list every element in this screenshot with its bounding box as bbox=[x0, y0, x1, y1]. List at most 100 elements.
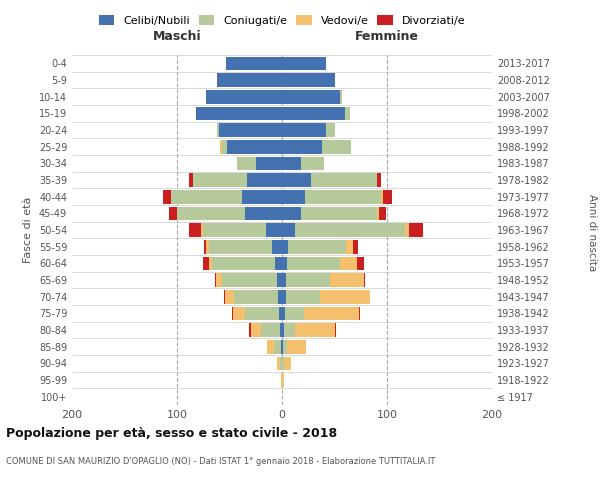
Bar bbox=[247, 173, 282, 187]
Bar bbox=[282, 106, 345, 120]
Bar bbox=[282, 373, 284, 387]
Bar bbox=[340, 90, 342, 104]
Text: Anni di nascita: Anni di nascita bbox=[587, 194, 597, 271]
Bar bbox=[169, 206, 177, 220]
Bar bbox=[359, 306, 360, 320]
Text: Popolazione per età, sesso e stato civile - 2018: Popolazione per età, sesso e stato civil… bbox=[6, 428, 337, 440]
Legend: Celibi/Nubili, Coniugati/e, Vedovi/e, Divorziati/e: Celibi/Nubili, Coniugati/e, Vedovi/e, Di… bbox=[99, 15, 465, 26]
Bar bbox=[222, 273, 277, 287]
Bar bbox=[256, 156, 282, 170]
Text: Femmine: Femmine bbox=[355, 30, 419, 43]
Bar bbox=[282, 256, 287, 270]
Bar bbox=[326, 123, 335, 137]
Bar bbox=[282, 73, 335, 87]
Bar bbox=[226, 290, 234, 304]
Bar bbox=[304, 306, 359, 320]
Bar bbox=[340, 256, 356, 270]
Bar bbox=[301, 206, 377, 220]
Bar bbox=[251, 323, 261, 337]
Bar bbox=[222, 140, 227, 153]
Bar bbox=[188, 223, 201, 237]
Bar bbox=[277, 273, 282, 287]
Bar bbox=[301, 156, 324, 170]
Bar bbox=[277, 356, 280, 370]
Bar bbox=[250, 323, 251, 337]
Bar bbox=[234, 290, 278, 304]
Bar bbox=[289, 240, 346, 254]
Bar bbox=[282, 173, 311, 187]
Bar bbox=[281, 373, 282, 387]
Bar bbox=[280, 323, 282, 337]
Y-axis label: Fasce di età: Fasce di età bbox=[23, 197, 33, 263]
Bar bbox=[281, 340, 282, 353]
Bar bbox=[212, 256, 275, 270]
Bar bbox=[282, 90, 340, 104]
Bar bbox=[193, 173, 247, 187]
Bar bbox=[282, 156, 301, 170]
Bar bbox=[279, 306, 282, 320]
Bar bbox=[237, 156, 256, 170]
Bar bbox=[209, 256, 212, 270]
Bar bbox=[282, 56, 326, 70]
Bar bbox=[295, 323, 335, 337]
Bar bbox=[282, 340, 283, 353]
Bar bbox=[206, 90, 282, 104]
Bar bbox=[286, 273, 330, 287]
Text: Maschi: Maschi bbox=[152, 30, 202, 43]
Bar bbox=[203, 256, 209, 270]
Bar bbox=[275, 256, 282, 270]
Bar bbox=[226, 56, 282, 70]
Bar bbox=[163, 190, 171, 203]
Bar bbox=[287, 256, 340, 270]
Bar bbox=[216, 273, 222, 287]
Bar bbox=[311, 173, 377, 187]
Bar bbox=[322, 140, 351, 153]
Bar bbox=[381, 190, 383, 203]
Bar bbox=[377, 173, 381, 187]
Bar bbox=[274, 340, 281, 353]
Bar bbox=[215, 273, 216, 287]
Bar bbox=[320, 290, 370, 304]
Bar bbox=[203, 223, 266, 237]
Bar bbox=[177, 206, 245, 220]
Bar bbox=[282, 306, 285, 320]
Bar bbox=[287, 340, 306, 353]
Bar bbox=[278, 290, 282, 304]
Bar bbox=[245, 206, 282, 220]
Bar bbox=[379, 206, 386, 220]
Bar bbox=[383, 190, 392, 203]
Bar bbox=[377, 206, 379, 220]
Bar bbox=[305, 190, 381, 203]
Bar bbox=[268, 340, 274, 353]
Bar bbox=[283, 340, 287, 353]
Bar bbox=[284, 356, 292, 370]
Bar bbox=[266, 223, 282, 237]
Bar bbox=[220, 140, 222, 153]
Bar bbox=[284, 323, 295, 337]
Bar bbox=[345, 106, 350, 120]
Bar bbox=[201, 223, 203, 237]
Bar bbox=[209, 240, 271, 254]
Bar bbox=[282, 206, 301, 220]
Bar bbox=[282, 356, 284, 370]
Bar bbox=[204, 240, 206, 254]
Bar bbox=[196, 106, 282, 120]
Bar bbox=[206, 240, 209, 254]
Bar bbox=[232, 306, 233, 320]
Bar bbox=[282, 223, 295, 237]
Bar bbox=[364, 273, 365, 287]
Bar bbox=[217, 73, 282, 87]
Bar bbox=[409, 223, 422, 237]
Bar bbox=[282, 290, 286, 304]
Bar bbox=[282, 190, 305, 203]
Bar bbox=[233, 306, 245, 320]
Bar bbox=[346, 240, 353, 254]
Bar bbox=[405, 223, 409, 237]
Bar bbox=[219, 123, 282, 137]
Bar bbox=[171, 190, 242, 203]
Bar bbox=[282, 273, 286, 287]
Bar bbox=[245, 306, 279, 320]
Bar bbox=[353, 240, 358, 254]
Bar bbox=[280, 356, 282, 370]
Text: COMUNE DI SAN MAURIZIO D'OPAGLIO (NO) - Dati ISTAT 1° gennaio 2018 - Elaborazion: COMUNE DI SAN MAURIZIO D'OPAGLIO (NO) - … bbox=[6, 458, 436, 466]
